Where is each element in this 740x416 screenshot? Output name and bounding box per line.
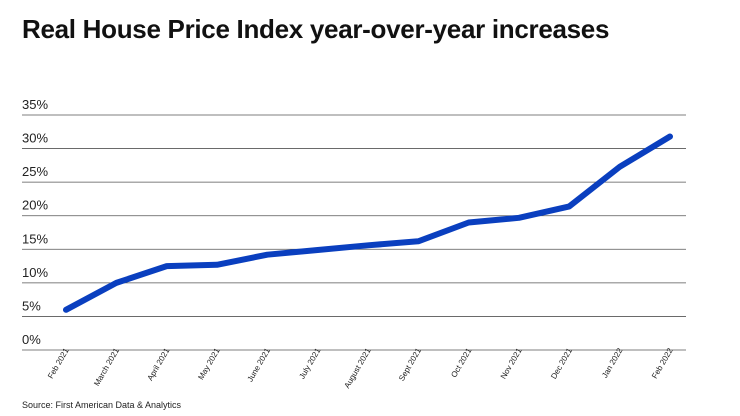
y-tick-label: 10% (22, 265, 48, 280)
x-tick-label: Oct 2021 (449, 346, 473, 379)
source-note: Source: First American Data & Analytics (22, 400, 182, 410)
x-tick-label: June 2021 (246, 346, 273, 383)
x-tick-label: Feb 2021 (46, 346, 71, 380)
y-axis-ticks: 0% 5% 10% 15% 20% 25% 30% 35% (22, 97, 48, 347)
y-tick-label: 20% (22, 198, 48, 213)
y-tick-label: 30% (22, 131, 48, 146)
y-tick-label: 35% (22, 97, 48, 112)
x-tick-label: Nov 2021 (499, 346, 524, 381)
x-tick-label: May 2021 (196, 346, 222, 381)
y-tick-label: 25% (22, 164, 48, 179)
chart-title: Real House Price Index year-over-year in… (22, 14, 610, 44)
x-tick-label: March 2021 (92, 346, 121, 388)
x-tick-label: Sept 2021 (397, 346, 423, 383)
x-tick-label: Feb 2022 (650, 346, 675, 380)
y-tick-label: 5% (22, 298, 41, 313)
x-tick-label: Dec 2021 (549, 346, 574, 381)
series-line-path (63, 133, 673, 313)
y-tick-label: 0% (22, 332, 41, 347)
line-chart: 0% 5% 10% 15% 20% 25% 30% 35% Feb 2021 March 202… (22, 97, 686, 390)
x-tick-label: August 2021 (342, 346, 373, 390)
y-tick-label: 15% (22, 231, 48, 246)
gridlines (22, 114, 686, 351)
x-tick-label: July 2021 (297, 346, 322, 381)
x-tick-label: April 2021 (146, 346, 172, 382)
series-line (63, 133, 673, 313)
x-axis-ticks: Feb 2021 March 2021 April 2021 May 2021 June… (46, 346, 675, 390)
x-tick-label: Jan 2022 (600, 346, 625, 379)
